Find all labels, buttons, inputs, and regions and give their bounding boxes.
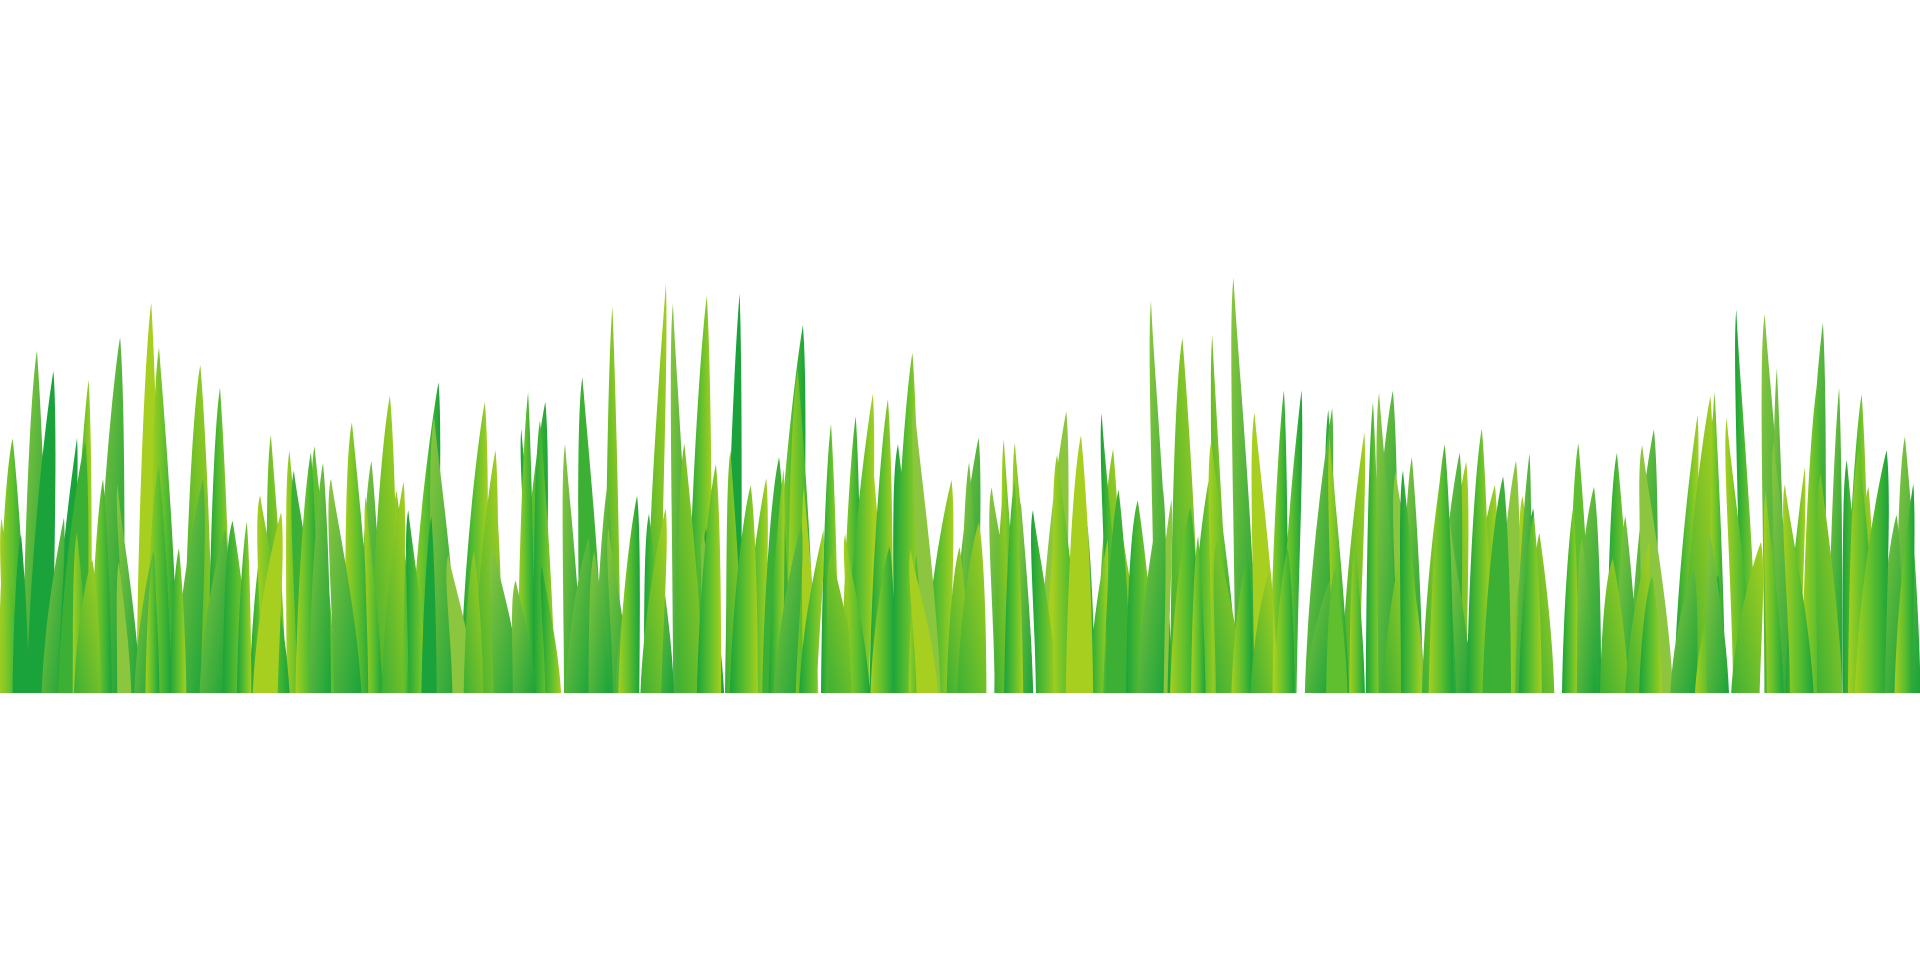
grass-blade [421,516,437,693]
grass-blade [1231,552,1253,693]
grass-blade [1399,470,1422,693]
grass-blade [1600,558,1629,693]
grass-blade [1305,580,1331,693]
grass-blade [1088,539,1109,693]
grass-blade [696,464,722,693]
grass-blade [1065,435,1094,693]
grass-blade [1326,568,1348,693]
grass-blade [1466,428,1491,693]
grass-blade [1625,540,1650,693]
grass-blade [826,553,858,693]
grass-blade [1763,491,1784,693]
grass-blade [1428,444,1454,693]
grass-blade [1562,505,1579,693]
grass-blade [1250,567,1274,693]
grass-blade [1137,489,1166,693]
grass-blade [26,371,56,693]
grass-blade [1639,576,1663,693]
grass-blade [870,546,895,693]
grass-blade [328,478,362,693]
grass-blade [364,496,383,693]
grass-blade [1706,532,1729,693]
grass-blade [1854,450,1889,693]
grass-blade [145,557,160,693]
grass-blade [1365,402,1382,693]
grass-blade [1105,490,1131,693]
grass-blade [1783,484,1814,693]
grass-blade [12,534,29,693]
grass-blade [463,550,484,693]
grass-blade [252,512,283,693]
grass-blade [116,484,141,693]
grass-blade [957,522,987,693]
ground-edge [0,693,1920,697]
grass-blade [909,549,939,693]
grass-blade [1816,473,1843,693]
grass-blade [1031,510,1058,693]
grass-blade [588,551,610,693]
grass-blade [381,481,406,693]
grass-blade [1448,521,1472,693]
grass-blade [116,561,132,693]
grass-blade [74,559,101,693]
grass-blade [1894,483,1915,693]
grass-blade [729,485,758,693]
grass-blade [1518,514,1542,693]
grass-blade [1731,541,1764,693]
grass-blade [308,463,331,693]
grass-blade [41,517,65,693]
grass-blade [774,523,803,693]
grass-blade [1670,569,1698,693]
grass-blade [1482,476,1511,693]
grass-blade [677,443,704,693]
grass-blade [236,521,252,693]
grass-blade [1004,480,1024,693]
grass-blade [199,529,228,693]
grass-blade [640,508,667,693]
grass-blade [799,529,825,693]
grass-blade [512,580,537,693]
grass-blade [1576,538,1597,693]
grass-layer-front [0,428,1915,693]
grass-blade [843,534,870,693]
grass-blade [1191,535,1206,693]
grass-blade [1349,546,1365,693]
grass-blade [1231,277,1258,693]
grass-blade [1274,547,1295,693]
grass-blade [540,565,562,693]
grass-blade [169,548,187,693]
grass-blade [565,537,592,693]
grass-blade [618,495,640,693]
grass-blade [1382,530,1406,693]
